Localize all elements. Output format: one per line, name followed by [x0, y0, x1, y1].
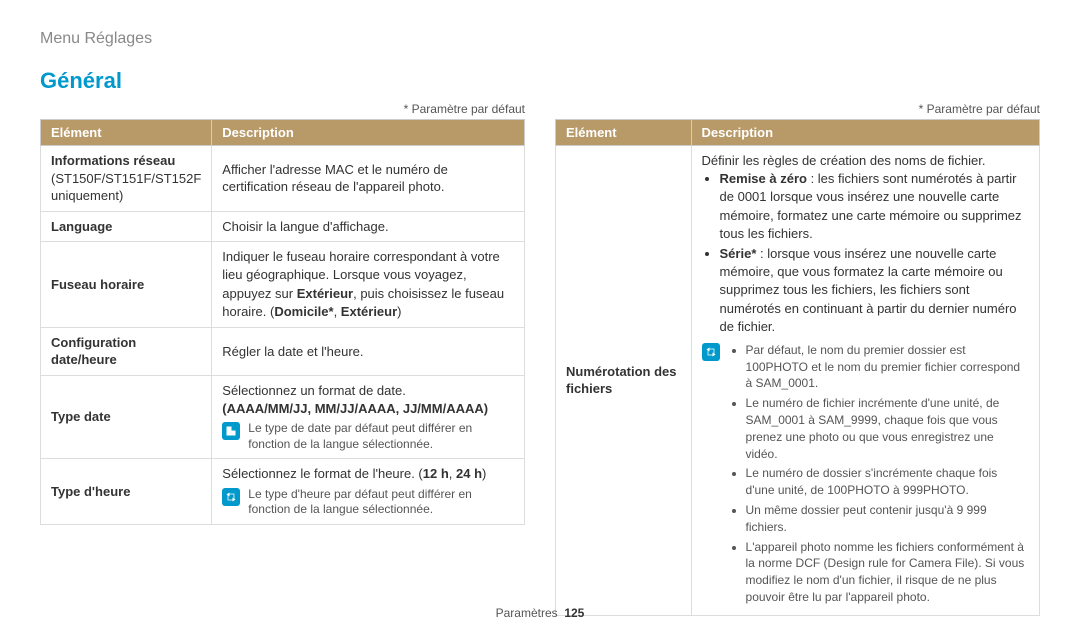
default-note-right: * Paramètre par défaut	[555, 102, 1040, 116]
note-text: Le type de date par défaut peut différer…	[248, 421, 514, 452]
breadcrumb: Menu Réglages	[40, 30, 1040, 48]
list-item: Le numéro de fichier incrémente d'une un…	[746, 395, 1029, 462]
row-label: Type date	[41, 376, 212, 459]
info-icon	[222, 488, 240, 506]
list-item: Remise à zéro : les fichiers sont numéro…	[720, 170, 1029, 243]
th-description: Description	[691, 120, 1039, 146]
th-element: Elément	[556, 120, 692, 146]
list-item: Par défaut, le nom du premier dossier es…	[746, 342, 1029, 392]
row-label: Configuration date/heure	[41, 327, 212, 375]
table-row: Language Choisir la langue d'affichage.	[41, 211, 525, 242]
footer-label: Paramètres	[496, 606, 558, 620]
right-column: * Paramètre par défaut Elément Descripti…	[555, 102, 1040, 616]
table-row: Fuseau horaire Indiquer le fuseau horair…	[41, 242, 525, 328]
row-desc: Indiquer le fuseau horaire correspondant…	[212, 242, 525, 328]
table-row: Configuration date/heure Régler la date …	[41, 327, 525, 375]
row-label: Type d'heure	[41, 459, 212, 525]
default-note-left: * Paramètre par défaut	[40, 102, 525, 116]
left-column: * Paramètre par défaut Elément Descripti…	[40, 102, 525, 616]
table-row: Type date Sélectionnez un format de date…	[41, 376, 525, 459]
note-text: Le type d'heure par défaut peut différer…	[248, 487, 514, 518]
main-bullets: Remise à zéro : les fichiers sont numéro…	[702, 170, 1029, 336]
table-row: Numérotation des fichiers Définir les rè…	[556, 146, 1040, 616]
info-icon	[702, 343, 720, 361]
row-desc: Sélectionnez le format de l'heure. (12 h…	[212, 459, 525, 525]
right-table: Elément Description Numérotation des fic…	[555, 119, 1040, 616]
list-item: Le numéro de dossier s'incrémente chaque…	[746, 465, 1029, 499]
th-element: Elément	[41, 120, 212, 146]
table-row: Informations réseau (ST150F/ST151F/ST152F…	[41, 146, 525, 212]
row-desc: Sélectionnez un format de date.(AAAA/MM/…	[212, 376, 525, 459]
list-item: Un même dossier peut contenir jusqu'à 9 …	[746, 502, 1029, 536]
row-label: Numérotation des fichiers	[556, 146, 692, 616]
row-desc: Afficher l'adresse MAC et le numéro de c…	[212, 146, 525, 212]
row-desc: Définir les règles de création des noms …	[691, 146, 1039, 616]
row-label: Fuseau horaire	[41, 242, 212, 328]
list-item: Série* : lorsque vous insérez une nouvel…	[720, 245, 1029, 336]
left-table: Elément Description Informations réseau (…	[40, 119, 525, 525]
list-item: L'appareil photo nomme les fichiers conf…	[746, 539, 1029, 606]
row-desc: Régler la date et l'heure.	[212, 327, 525, 375]
sub-bullets: Par défaut, le nom du premier dossier es…	[728, 342, 1029, 609]
row-label: Informations réseau	[51, 153, 175, 168]
row-label: Language	[41, 211, 212, 242]
row-label-sub: (ST150F/ST151F/ST152F uniquement)	[51, 171, 201, 204]
info-icon	[222, 422, 240, 440]
table-row: Type d'heure Sélectionnez le format de l…	[41, 459, 525, 525]
page-number: 125	[564, 606, 584, 620]
intro-text: Définir les règles de création des noms …	[702, 152, 1029, 170]
page-footer: Paramètres 125	[0, 606, 1080, 620]
row-desc: Choisir la langue d'affichage.	[212, 211, 525, 242]
section-title: Général	[40, 68, 1040, 94]
th-description: Description	[212, 120, 525, 146]
